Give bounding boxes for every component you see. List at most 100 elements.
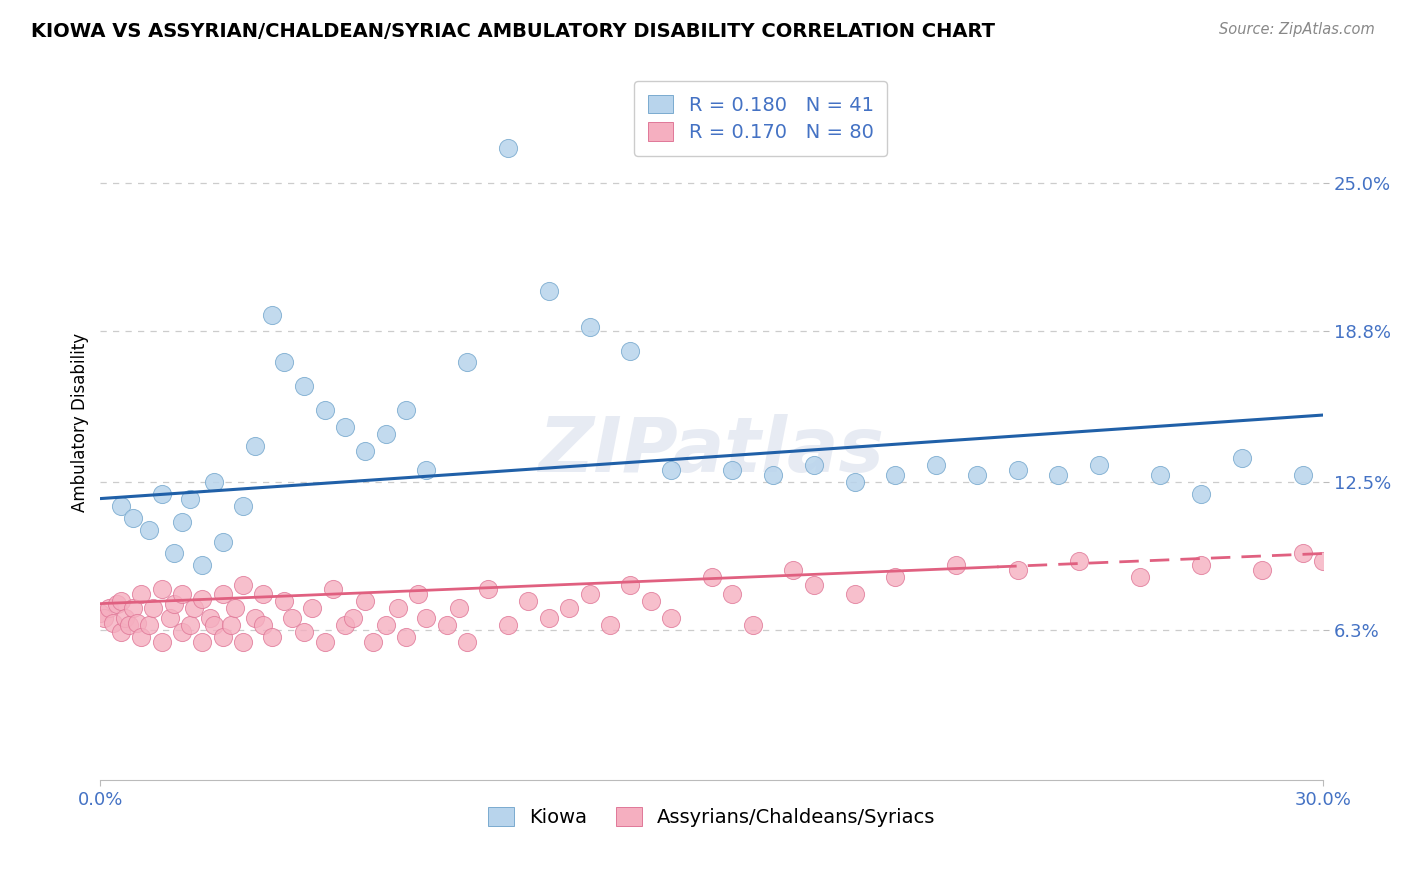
Point [1292, 547, 1315, 561]
Point [200, 611, 222, 625]
Point [245, 439, 267, 453]
Point [204, 475, 226, 489]
Point [884, 467, 907, 482]
Point [884, 570, 907, 584]
Point [659, 463, 682, 477]
Text: ZIPatlas: ZIPatlas [538, 414, 884, 488]
Point [179, 618, 201, 632]
Point [292, 625, 315, 640]
Point [260, 308, 283, 322]
Point [966, 467, 988, 482]
Point [292, 379, 315, 393]
Point [191, 635, 214, 649]
Point [619, 343, 641, 358]
Point [659, 611, 682, 625]
Point [138, 523, 160, 537]
Point [1088, 458, 1111, 472]
Point [387, 601, 409, 615]
Point [844, 587, 866, 601]
Point [129, 630, 152, 644]
Point [1312, 554, 1334, 568]
Point [314, 635, 336, 649]
Point [1149, 467, 1171, 482]
Point [101, 615, 124, 630]
Point [803, 577, 825, 591]
Point [159, 611, 181, 625]
Point [415, 611, 437, 625]
Point [477, 582, 499, 597]
Point [619, 577, 641, 591]
Point [301, 601, 323, 615]
Point [1007, 563, 1029, 577]
Point [97, 601, 120, 615]
Point [721, 463, 744, 477]
Point [170, 587, 193, 601]
Point [281, 611, 304, 625]
Point [537, 611, 560, 625]
Point [232, 635, 254, 649]
Point [170, 625, 193, 640]
Point [640, 594, 662, 608]
Point [803, 458, 825, 472]
Point [1047, 467, 1070, 482]
Point [110, 625, 132, 640]
Point [163, 547, 186, 561]
Point [232, 577, 254, 591]
Point [204, 618, 226, 632]
Point [363, 635, 385, 649]
Point [122, 601, 145, 615]
Point [150, 582, 173, 597]
Point [191, 591, 214, 606]
Point [232, 499, 254, 513]
Point [741, 618, 763, 632]
Point [449, 601, 471, 615]
Point [224, 601, 246, 615]
Point [395, 630, 418, 644]
Point [150, 635, 173, 649]
Point [1007, 463, 1029, 477]
Point [578, 587, 600, 601]
Point [1189, 487, 1212, 501]
Point [211, 587, 233, 601]
Point [89, 606, 111, 620]
Point [925, 458, 948, 472]
Point [456, 635, 478, 649]
Point [436, 618, 458, 632]
Text: KIOWA VS ASSYRIAN/CHALDEAN/SYRIAC AMBULATORY DISABILITY CORRELATION CHART: KIOWA VS ASSYRIAN/CHALDEAN/SYRIAC AMBULA… [31, 22, 995, 41]
Point [700, 570, 723, 584]
Point [415, 463, 437, 477]
Point [170, 516, 193, 530]
Point [245, 611, 267, 625]
Point [395, 403, 418, 417]
Point [105, 597, 128, 611]
Point [142, 601, 165, 615]
Point [1251, 563, 1274, 577]
Point [333, 420, 356, 434]
Point [150, 487, 173, 501]
Point [354, 594, 377, 608]
Point [782, 563, 804, 577]
Point [599, 618, 621, 632]
Point [110, 594, 132, 608]
Point [1129, 570, 1152, 584]
Point [191, 558, 214, 573]
Point [374, 427, 396, 442]
Point [260, 630, 283, 644]
Point [354, 443, 377, 458]
Point [558, 601, 581, 615]
Point [322, 582, 344, 597]
Point [456, 355, 478, 369]
Point [273, 355, 295, 369]
Point [122, 510, 145, 524]
Point [110, 499, 132, 513]
Point [1292, 467, 1315, 482]
Point [114, 611, 136, 625]
Point [537, 284, 560, 298]
Point [374, 618, 396, 632]
Point [342, 611, 364, 625]
Point [408, 587, 430, 601]
Point [721, 587, 744, 601]
Point [219, 618, 242, 632]
Point [273, 594, 295, 608]
Text: Source: ZipAtlas.com: Source: ZipAtlas.com [1219, 22, 1375, 37]
